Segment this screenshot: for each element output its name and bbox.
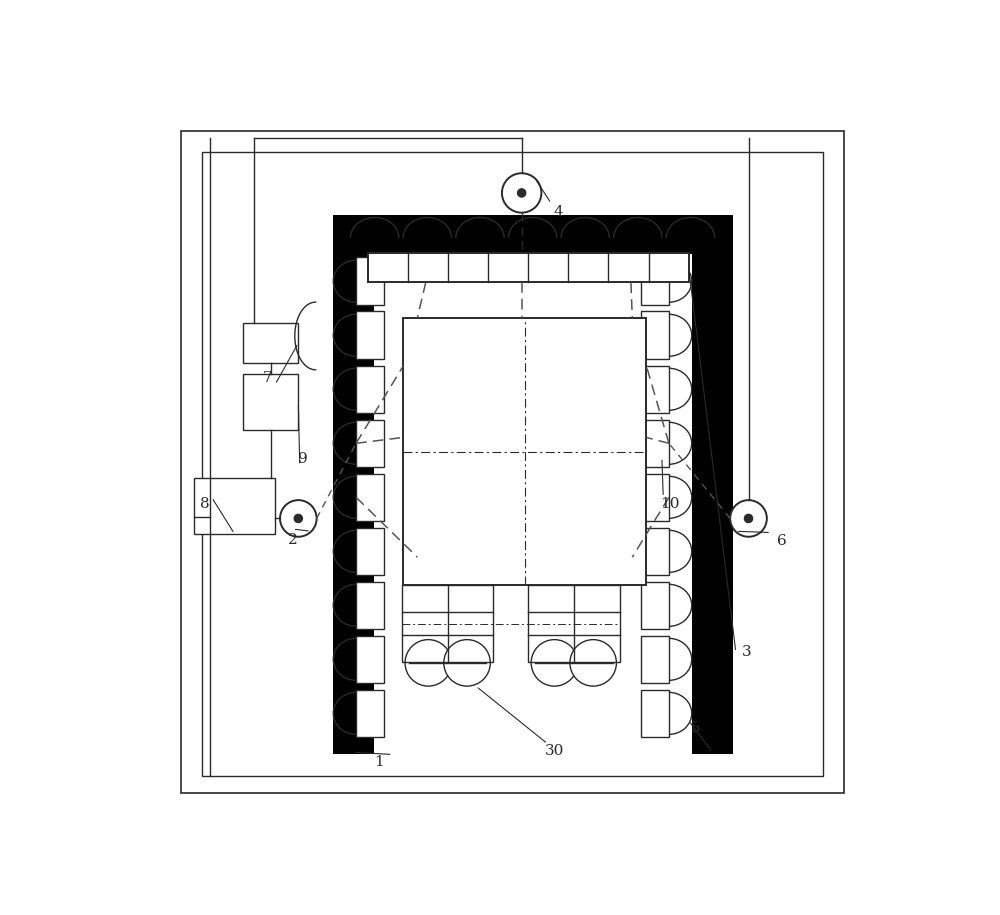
Bar <box>356 690 384 737</box>
Text: 7: 7 <box>263 371 273 384</box>
Bar <box>356 582 384 630</box>
Circle shape <box>294 514 303 522</box>
Text: 10: 10 <box>661 498 680 511</box>
Bar <box>641 474 669 521</box>
Text: 5: 5 <box>691 721 700 735</box>
Bar <box>528 586 620 662</box>
Bar <box>403 318 646 586</box>
Bar <box>641 257 669 305</box>
Circle shape <box>444 640 490 686</box>
Text: 4: 4 <box>553 205 563 219</box>
Bar <box>243 374 298 430</box>
Text: 1: 1 <box>374 755 384 769</box>
Bar <box>356 419 384 467</box>
Text: 3: 3 <box>742 645 751 660</box>
Bar <box>356 528 384 576</box>
Text: 2: 2 <box>288 533 298 546</box>
Circle shape <box>730 501 767 537</box>
Bar <box>356 311 384 359</box>
Circle shape <box>570 640 616 686</box>
Bar <box>641 690 669 737</box>
Circle shape <box>405 640 452 686</box>
Bar <box>356 257 384 305</box>
Bar <box>641 311 669 359</box>
Text: 8: 8 <box>200 498 209 511</box>
Circle shape <box>531 640 578 686</box>
Circle shape <box>502 173 541 212</box>
Bar <box>692 254 733 755</box>
Bar <box>402 586 493 662</box>
Bar <box>368 253 689 283</box>
Bar <box>333 215 733 254</box>
Bar <box>243 323 298 363</box>
Text: 30: 30 <box>545 744 564 758</box>
Bar <box>202 152 823 776</box>
Bar <box>641 636 669 684</box>
Text: 6: 6 <box>777 534 787 548</box>
Bar <box>356 636 384 684</box>
Bar <box>356 365 384 413</box>
Circle shape <box>517 188 526 197</box>
Circle shape <box>744 514 753 522</box>
Bar <box>333 254 374 755</box>
Text: 9: 9 <box>298 451 308 466</box>
Bar <box>641 365 669 413</box>
Bar <box>641 419 669 467</box>
Bar <box>641 582 669 630</box>
Circle shape <box>280 501 317 537</box>
Bar <box>356 474 384 521</box>
Bar <box>194 478 275 534</box>
Bar <box>641 528 669 576</box>
